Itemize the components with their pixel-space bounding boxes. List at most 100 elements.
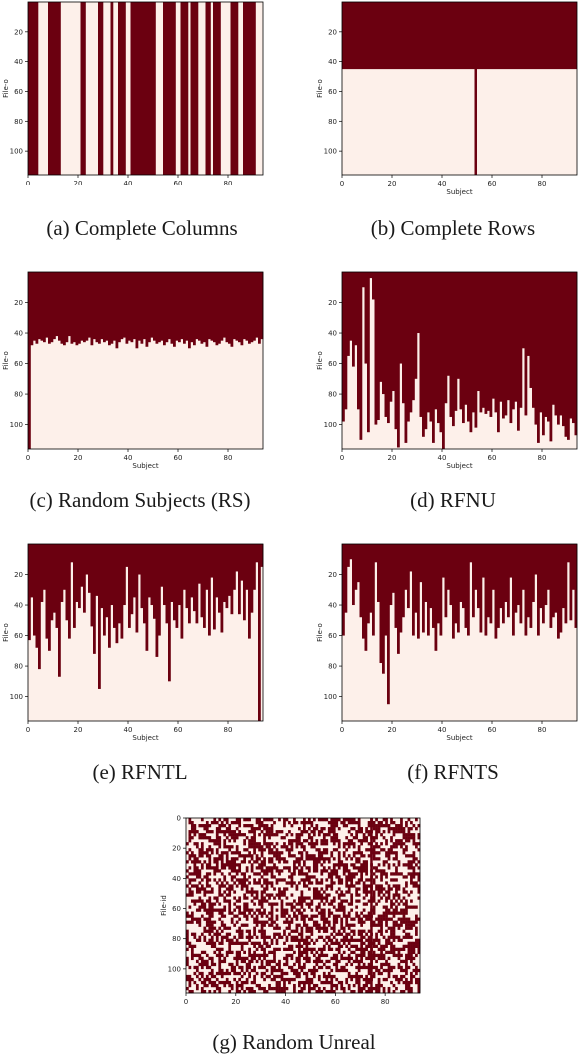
- random-cell: [330, 881, 334, 885]
- random-cell: [263, 920, 266, 924]
- random-cell: [258, 848, 261, 852]
- random-cell: [210, 911, 214, 915]
- random-cell: [205, 863, 209, 867]
- random-cell: [225, 821, 229, 825]
- random-cell: [245, 902, 249, 906]
- y-tick-label: 100: [168, 965, 181, 973]
- random-cell: [243, 941, 246, 945]
- random-cell: [186, 974, 189, 979]
- random-cell: [355, 866, 359, 870]
- random-cell: [405, 953, 408, 958]
- random-cell: [315, 869, 319, 873]
- random-cell: [228, 824, 232, 828]
- y-tick-label: 80: [328, 118, 337, 126]
- random-cell: [347, 971, 351, 976]
- random-cell: [387, 911, 391, 915]
- column-bar: [572, 544, 575, 590]
- random-cell: [325, 965, 329, 970]
- random-cell: [395, 911, 398, 915]
- random-cell: [213, 872, 217, 876]
- column-bar: [213, 272, 216, 343]
- random-cell: [315, 956, 319, 961]
- random-cell: [195, 938, 199, 942]
- y-tick-label: 20: [328, 571, 337, 579]
- random-cell: [303, 947, 306, 952]
- random-cell: [223, 890, 227, 894]
- column-bar: [205, 272, 209, 347]
- random-cell: [400, 911, 403, 915]
- random-cell: [208, 860, 212, 864]
- random-cell: [340, 899, 344, 903]
- random-cell: [198, 977, 202, 982]
- random-cell: [327, 857, 331, 861]
- column-bar: [369, 272, 373, 279]
- random-cell: [397, 947, 401, 952]
- random-cell: [213, 839, 217, 843]
- random-cell: [305, 923, 309, 927]
- column-bar: [344, 272, 348, 410]
- random-cell: [372, 824, 376, 828]
- random-cell: [235, 986, 239, 991]
- random-cell: [268, 848, 271, 852]
- random-cell: [283, 947, 286, 952]
- random-cell: [385, 824, 388, 828]
- random-cell: [347, 887, 351, 891]
- random-cell: [417, 950, 421, 955]
- random-cell: [203, 893, 207, 897]
- random-cell: [402, 959, 406, 964]
- random-cell: [330, 851, 334, 855]
- random-cell: [245, 818, 249, 822]
- random-cell: [295, 842, 299, 846]
- random-cell: [325, 851, 329, 855]
- random-cell: [243, 860, 246, 864]
- random-cell: [325, 941, 329, 945]
- random-cell: [278, 872, 281, 876]
- random-cell: [220, 923, 224, 927]
- random-cell: [250, 914, 254, 918]
- random-cell: [375, 836, 378, 840]
- random-cell: [288, 923, 291, 927]
- random-cell: [283, 893, 286, 897]
- random-cell: [355, 893, 359, 897]
- random-cell: [186, 956, 189, 961]
- random-cell: [188, 980, 192, 985]
- random-cell: [200, 932, 204, 936]
- random-cell: [355, 821, 359, 825]
- random-cell: [345, 878, 349, 882]
- random-cell: [260, 869, 264, 873]
- random-cell: [188, 965, 192, 970]
- random-cell: [327, 935, 331, 939]
- random-cell: [268, 950, 271, 955]
- random-cell: [375, 875, 378, 879]
- random-cell: [235, 848, 239, 852]
- random-cell: [377, 830, 381, 834]
- random-cell: [303, 845, 306, 849]
- random-cell: [397, 911, 401, 915]
- random-cell: [208, 941, 212, 945]
- random-cell: [335, 917, 339, 921]
- random-cell: [283, 821, 286, 825]
- column-bar: [73, 272, 76, 343]
- random-cell: [228, 941, 232, 945]
- random-cell: [395, 866, 398, 870]
- random-cell: [253, 833, 256, 837]
- random-cell: [375, 830, 378, 834]
- random-cell: [397, 977, 401, 982]
- random-cell: [303, 872, 306, 876]
- random-cell: [390, 827, 393, 831]
- random-cell: [405, 845, 408, 849]
- filled-column: [235, 2, 239, 175]
- random-cell: [220, 914, 224, 918]
- random-cell: [347, 845, 351, 849]
- column-bar: [33, 544, 36, 636]
- random-cell: [285, 947, 289, 952]
- random-cell: [270, 866, 274, 870]
- random-cell: [295, 944, 299, 948]
- random-cell: [290, 884, 294, 888]
- random-cell: [245, 929, 249, 933]
- random-cell: [310, 824, 314, 828]
- random-cell: [253, 926, 256, 930]
- random-cell: [407, 935, 411, 939]
- column-bar: [245, 544, 249, 590]
- random-cell: [402, 830, 406, 834]
